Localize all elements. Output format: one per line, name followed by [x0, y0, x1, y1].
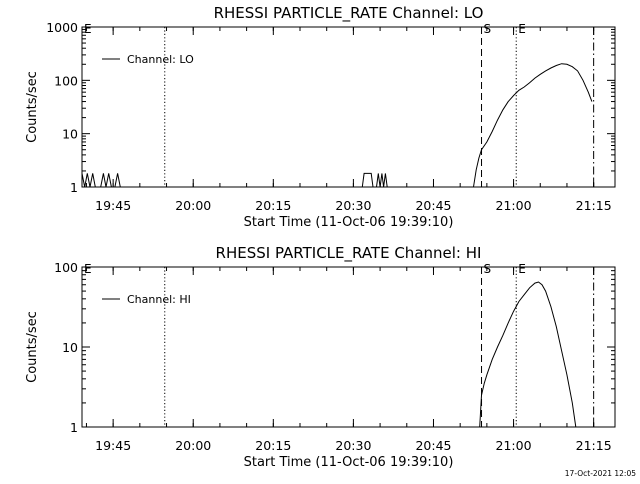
- plot-frame: [81, 266, 616, 428]
- x-tick-label: 20:15: [255, 198, 291, 213]
- event-marker-label: S: [484, 22, 492, 36]
- event-marker-label: E: [84, 22, 92, 36]
- event-marker-label: E: [84, 262, 92, 276]
- y-tick-label: 1000: [46, 20, 78, 35]
- x-tick-label: 21:15: [576, 198, 612, 213]
- y-tick-label: 10: [62, 127, 78, 142]
- panel-hi: RHESSI PARTICLE_RATE Channel: HI 19:45 20:…: [25, 244, 616, 470]
- y-tick-label: 1: [70, 180, 78, 195]
- x-axis-label: Start Time (11-Oct-06 19:39:10): [244, 455, 454, 470]
- x-tick-label: 19:45: [95, 438, 131, 453]
- event-marker-label: E: [518, 22, 526, 36]
- x-tick-label: 20:45: [415, 198, 451, 213]
- event-marker-label: E: [518, 262, 526, 276]
- x-tick-label: 21:00: [496, 198, 532, 213]
- y-tick-label: 100: [54, 73, 78, 88]
- x-tick-label: 20:00: [175, 198, 211, 213]
- x-tick-label: 21:15: [576, 438, 612, 453]
- chart-title: RHESSI PARTICLE_RATE Channel: HI: [216, 244, 482, 263]
- legend-label: Channel: LO: [127, 53, 194, 66]
- x-tick-label: 21:00: [496, 438, 532, 453]
- chart-title: RHESSI PARTICLE_RATE Channel: LO: [214, 4, 484, 23]
- y-tick-label: 1: [70, 420, 78, 435]
- series-line: [479, 281, 577, 428]
- x-tick-label: 20:30: [335, 198, 371, 213]
- x-tick-label: 20:15: [255, 438, 291, 453]
- x-tick-label: 19:45: [95, 198, 131, 213]
- event-marker-label: S: [484, 262, 492, 276]
- x-tick-label: 20:45: [415, 438, 451, 453]
- y-tick-label: 100: [54, 260, 78, 275]
- plot-frame: [81, 26, 616, 188]
- x-axis-label: Start Time (11-Oct-06 19:39:10): [244, 215, 454, 230]
- footer-timestamp: 17-Oct-2021 12:05: [564, 469, 636, 478]
- x-tick-label: 20:30: [335, 438, 371, 453]
- y-axis-label: Counts/sec: [25, 71, 40, 143]
- series-line: [81, 63, 593, 188]
- y-tick-label: 10: [62, 340, 78, 355]
- legend-label: Channel: HI: [127, 293, 191, 306]
- panel-lo: RHESSI PARTICLE_RATE Channel: LO 19:45 20:…: [25, 4, 616, 230]
- y-axis-label: Counts/sec: [25, 311, 40, 383]
- x-tick-label: 20:00: [175, 438, 211, 453]
